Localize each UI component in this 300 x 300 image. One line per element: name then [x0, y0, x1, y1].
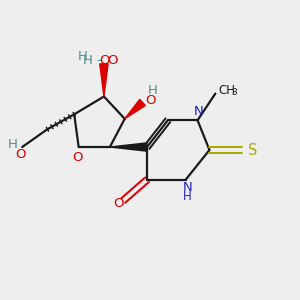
- Text: H: H: [82, 54, 92, 67]
- Text: 3: 3: [232, 88, 238, 98]
- Polygon shape: [110, 143, 147, 151]
- Text: CH: CH: [218, 84, 236, 97]
- Text: S: S: [248, 142, 257, 158]
- Text: H: H: [183, 190, 191, 202]
- Text: -: -: [96, 54, 101, 67]
- Text: N: N: [182, 181, 192, 194]
- Text: N: N: [194, 106, 204, 118]
- Text: H: H: [148, 84, 158, 97]
- Polygon shape: [100, 64, 108, 97]
- Text: O: O: [146, 94, 156, 107]
- Text: O: O: [72, 151, 83, 164]
- Text: O: O: [99, 54, 110, 67]
- Text: O: O: [113, 197, 124, 210]
- Text: H: H: [8, 138, 18, 151]
- Text: O: O: [16, 148, 26, 161]
- Text: H: H: [78, 50, 88, 63]
- Text: O: O: [107, 54, 117, 67]
- Polygon shape: [125, 99, 146, 119]
